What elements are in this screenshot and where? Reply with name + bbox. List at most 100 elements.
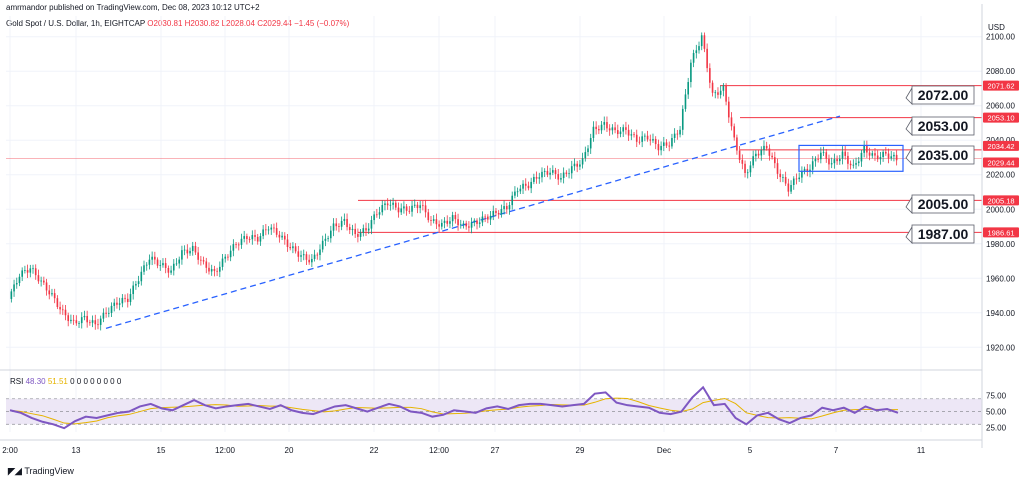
candle-body: [140, 271, 143, 282]
price-tick-label: 2100.00: [986, 33, 1015, 42]
candle-body: [652, 138, 654, 141]
candle-body: [78, 323, 80, 324]
candle-body: [492, 210, 495, 216]
candle-body: [665, 142, 668, 146]
candle-body: [156, 259, 159, 266]
candle-body: [589, 137, 592, 149]
rsi-tick-label: 25.00: [986, 424, 1007, 433]
candle-body: [527, 185, 530, 189]
candle-body: [738, 150, 741, 160]
candle-body: [654, 138, 657, 145]
candle-body: [132, 285, 134, 295]
candle-body: [154, 256, 156, 260]
candle-body: [573, 163, 576, 167]
price-tag-label: 2053.10: [987, 114, 1014, 123]
time-tick-label: 13: [72, 446, 81, 455]
candle-body: [660, 145, 662, 151]
tradingview-logo-icon: ◤◢: [8, 466, 25, 476]
candle-body: [641, 136, 643, 142]
price-tick-label: 2020.00: [986, 171, 1015, 180]
candle-body: [481, 216, 484, 223]
candle-body: [370, 220, 373, 229]
candle-body: [240, 238, 243, 245]
candle-body: [335, 223, 338, 227]
candle-body: [622, 127, 625, 132]
candle-body: [771, 155, 773, 158]
candle-body: [270, 227, 273, 230]
candle-body: [221, 258, 224, 267]
candle-body: [116, 302, 118, 305]
candle-body: [727, 101, 730, 118]
candle-body: [749, 165, 752, 173]
candle-body: [102, 312, 105, 319]
candle-body: [692, 53, 695, 63]
candle-body: [741, 159, 744, 164]
candle-body: [110, 305, 113, 313]
candle-body: [587, 148, 589, 153]
candle-body: [760, 150, 763, 156]
candle-body: [378, 212, 381, 215]
publisher-line: amrmandor published on TradingView.com, …: [6, 3, 260, 12]
candle-body: [197, 252, 199, 260]
level-callouts: 2072.00 2053.00 2035.00 2005.00 1987.00: [905, 85, 975, 244]
candle-body: [782, 177, 784, 178]
callout-label: 1987.00: [918, 226, 969, 242]
candle-body: [183, 249, 186, 251]
candle-body: [549, 172, 551, 175]
rsi-extra: 0 0 0 0 0 0 0 0: [70, 377, 122, 386]
candle-body: [836, 159, 838, 162]
candle-body: [381, 205, 384, 213]
candle-body: [191, 245, 194, 251]
candle-body: [189, 250, 191, 254]
footer-brand: TradingView: [24, 466, 74, 476]
candle-body: [113, 302, 116, 306]
candle-body: [411, 205, 413, 212]
tradingview-logo[interactable]: ◤◢ TradingView: [8, 466, 74, 477]
candle-body: [882, 151, 884, 158]
candle-body: [711, 82, 714, 93]
candle-body: [733, 126, 736, 138]
callout-pointer: [905, 146, 913, 165]
candle-body: [879, 157, 882, 160]
candle-body: [194, 245, 197, 253]
candle-body: [676, 133, 679, 135]
candle-body: [162, 263, 164, 266]
callout-pointer: [905, 86, 913, 105]
candle-body: [403, 206, 405, 209]
candle-body: [91, 320, 94, 323]
candle-body: [10, 291, 13, 299]
candle-body: [841, 151, 844, 159]
price-tick-label: 1960.00: [986, 274, 1015, 283]
time-tick-label: 27: [491, 446, 500, 455]
callout-box: [911, 85, 975, 105]
candle-body: [838, 158, 841, 162]
candle-body: [603, 122, 606, 125]
candle-body: [208, 267, 210, 272]
candle-body: [825, 152, 828, 159]
time-tick-label: 12:00: [215, 446, 236, 455]
candle-body: [376, 214, 378, 216]
candle-body: [121, 297, 124, 304]
callout-label: 2005.00: [918, 196, 969, 212]
candle-body: [94, 320, 97, 325]
candle-body: [232, 244, 235, 251]
candle-body: [384, 203, 386, 206]
candle-body: [289, 247, 292, 249]
candle-body: [275, 228, 278, 235]
candle-body: [863, 145, 865, 153]
currency-label: USD: [988, 23, 1005, 32]
candle-body: [227, 256, 229, 258]
candle-body: [400, 208, 403, 213]
candle-body: [505, 206, 508, 210]
candle-body: [698, 46, 700, 51]
candle-body: [446, 220, 449, 224]
candle-body: [752, 156, 754, 166]
time-tick-label: Dec: [657, 446, 671, 455]
candle-body: [359, 232, 362, 237]
candle-body: [419, 205, 421, 209]
candle-body: [89, 322, 91, 324]
price-tag-label: 2034.42: [987, 142, 1014, 151]
callout-box: [911, 194, 975, 214]
candle-body: [522, 183, 524, 189]
